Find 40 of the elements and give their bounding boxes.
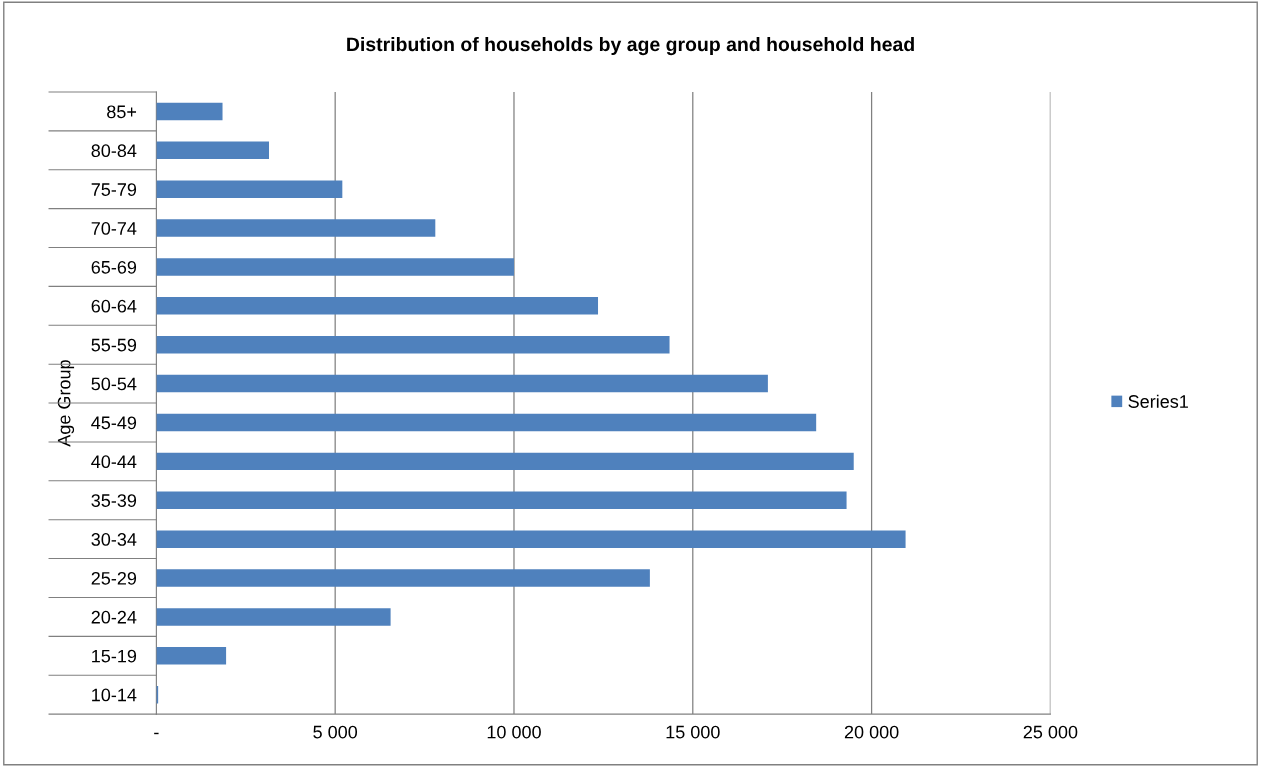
chart-title: Distribution of households by age group and household head bbox=[347, 36, 914, 56]
bar bbox=[156, 336, 670, 354]
y-tick-label: 50-54 bbox=[91, 377, 137, 391]
x-tick-label: 10 000 bbox=[487, 725, 541, 739]
x-tick-label: 20 000 bbox=[844, 725, 899, 739]
x-tick-label: 5 000 bbox=[313, 725, 358, 739]
x-tick-label: 15 000 bbox=[666, 725, 720, 739]
y-tick-label: 80-84 bbox=[91, 144, 137, 158]
y-tick-label: 10-14 bbox=[92, 688, 137, 702]
y-tick-label: 25-29 bbox=[91, 571, 137, 585]
legend-label: Series1 bbox=[1128, 394, 1188, 408]
bar bbox=[156, 258, 514, 276]
bar bbox=[156, 141, 270, 160]
y-tick-label: 35-39 bbox=[91, 494, 137, 507]
y-tick-label: 55-59 bbox=[91, 338, 137, 352]
bar bbox=[156, 297, 599, 315]
bar bbox=[156, 219, 436, 237]
y-tick-label: 15-19 bbox=[92, 649, 137, 663]
y-axis-title: Age Group bbox=[57, 360, 75, 447]
y-tick-label: 75-79 bbox=[91, 183, 137, 196]
y-tick-label: 65-69 bbox=[91, 260, 137, 274]
y-tick-label: 45-49 bbox=[91, 416, 137, 430]
y-tick-label: 60-64 bbox=[91, 299, 137, 313]
bar bbox=[156, 102, 223, 121]
bar bbox=[156, 374, 768, 393]
bar bbox=[156, 180, 343, 198]
bar bbox=[156, 452, 854, 471]
bar bbox=[156, 413, 817, 432]
x-tick-label: - bbox=[154, 732, 159, 735]
bar bbox=[156, 491, 847, 509]
bar bbox=[156, 647, 227, 665]
bar bbox=[156, 530, 906, 548]
x-tick-label: 25 000 bbox=[1023, 725, 1078, 739]
y-tick-label: 70-74 bbox=[91, 222, 137, 235]
bar bbox=[156, 569, 650, 587]
y-tick-label: 85+ bbox=[107, 105, 137, 119]
y-tick-label: 40-44 bbox=[91, 455, 137, 469]
y-tick-label: 20-24 bbox=[91, 610, 137, 624]
bar bbox=[156, 608, 391, 626]
y-tick-label: 30-34 bbox=[91, 533, 137, 546]
